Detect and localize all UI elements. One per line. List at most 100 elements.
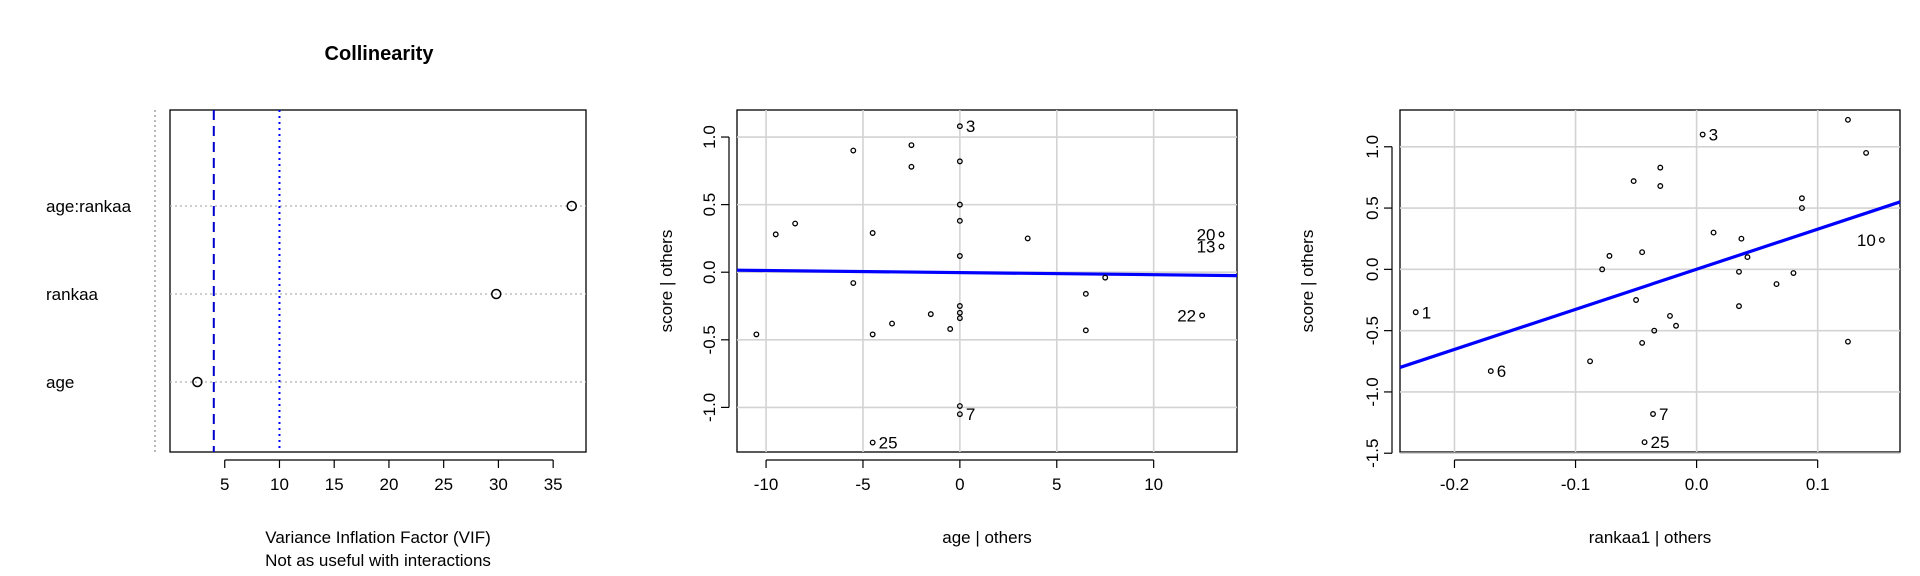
- age-point: [792, 220, 799, 227]
- rankaa-point: [1878, 236, 1885, 243]
- rankaa-x-tick-label: -0.2: [1440, 475, 1469, 494]
- vif-points: [192, 200, 578, 388]
- rankaa-point: [1790, 270, 1797, 276]
- age-grid: [737, 110, 1237, 452]
- vif-xlabel: Variance Inflation Factor (VIF): [265, 528, 491, 547]
- rankaa-point: [1844, 116, 1851, 123]
- rankaa-point: [1699, 131, 1706, 138]
- vif-category-label: rankaa: [46, 285, 99, 304]
- rankaa-ylabel: score | others: [1298, 230, 1317, 333]
- rankaa-point-label: 7: [1659, 405, 1668, 424]
- rankaa-points: 1 6 25 7 3 10: [1412, 116, 1885, 452]
- age-fit-line: [736, 268, 1238, 278]
- vif-category-label: age:rankaa: [46, 197, 132, 216]
- rankaa-point: [1736, 303, 1742, 310]
- vif-x-axis: 5 10 15 20 25 30 35: [220, 459, 563, 494]
- age-point-label: 13: [1197, 238, 1216, 257]
- rankaa-point-label: 1: [1422, 303, 1431, 322]
- age-x-tick-label: -10: [754, 475, 779, 494]
- age-point: [1218, 231, 1225, 238]
- rankaa-regression-line: [1399, 200, 1901, 369]
- age-point: [850, 147, 857, 154]
- rankaa-point: [1651, 327, 1658, 334]
- vif-x-tick-label: 5: [220, 475, 229, 494]
- vif-x-tick-label: 30: [489, 475, 508, 494]
- age-point: [947, 326, 954, 332]
- rankaa-grid: [1400, 110, 1900, 455]
- age-point: [1082, 290, 1089, 297]
- vif-point: [566, 200, 578, 212]
- rankaa-x-tick-label: -0.1: [1561, 475, 1590, 494]
- rankaa-point-label: 3: [1709, 126, 1718, 145]
- age-point: [956, 158, 963, 165]
- rankaa-point: [1606, 252, 1613, 259]
- rankaa-point: [1412, 309, 1419, 316]
- age-x-axis: -10 -5 0 5 10: [754, 459, 1163, 494]
- rankaa-fit-line: [1399, 200, 1901, 369]
- age-point: [956, 309, 963, 316]
- rankaa-point: [1630, 178, 1637, 185]
- rankaa-point: [1798, 195, 1805, 202]
- rankaa-point: [1657, 164, 1664, 171]
- rankaa-y-axis: -1.5 -1.0 -0.5 0.0 0.5 1.0: [1363, 135, 1393, 468]
- vif-grid: [170, 205, 586, 383]
- age-point: [908, 163, 915, 170]
- rankaa-point: [1487, 368, 1494, 375]
- age-point: [772, 231, 779, 238]
- rankaa-x-tick-label: 0.0: [1685, 475, 1709, 494]
- age-point-label: 20: [1197, 225, 1216, 244]
- rankaa-point: [1710, 229, 1717, 236]
- vif-reference-lines: [212, 110, 281, 452]
- age-point: [1199, 312, 1206, 319]
- vif-x-tick-label: 35: [544, 475, 563, 494]
- vif-category-label: age: [46, 373, 74, 392]
- age-point-label: 22: [1177, 306, 1196, 325]
- age-point: [956, 403, 963, 409]
- age-x-tick-label: 5: [1052, 475, 1061, 494]
- vif-x-tick-label: 20: [379, 475, 398, 494]
- age-point: [753, 331, 760, 338]
- rankaa-point-label: 10: [1857, 231, 1876, 250]
- age-point: [956, 123, 963, 130]
- age-point: [956, 303, 963, 309]
- rankaa-y-tick-label: -1.0: [1363, 377, 1382, 406]
- age-point: [908, 142, 915, 149]
- rankaa-point: [1738, 235, 1745, 242]
- rankaa-plot-border: [1399, 109, 1901, 453]
- age-x-tick-label: 10: [1144, 475, 1163, 494]
- age-point: [1218, 243, 1225, 250]
- age-point: [869, 439, 876, 446]
- rankaa-y-tick-label: -1.5: [1363, 439, 1382, 468]
- vif-xlabel-note: Not as useful with interactions: [265, 551, 491, 570]
- age-point: [927, 311, 934, 318]
- vif-plot-border: [169, 109, 587, 453]
- age-regression-line: [736, 268, 1238, 278]
- rankaa-point: [1736, 268, 1742, 275]
- rankaa-y-tick-label: 0.5: [1363, 196, 1382, 220]
- vif-x-tick-label: 25: [434, 475, 453, 494]
- age-point: [1024, 235, 1031, 242]
- vif-point: [192, 376, 203, 388]
- vif-panel: Collinearity age rankaa age:rankaa 5 10 15 20…: [46, 43, 587, 570]
- rankaa-y-tick-label: 0.0: [1363, 258, 1382, 282]
- rankaa-point: [1650, 411, 1656, 417]
- age-y-axis: -1.0 -0.5 0.0 0.5 1.0: [700, 125, 730, 422]
- age-plot-border: [736, 109, 1238, 453]
- age-point: [956, 315, 963, 322]
- age-point-label: 3: [966, 117, 975, 136]
- rankaa-point: [1863, 149, 1870, 156]
- rankaa-point: [1657, 183, 1664, 189]
- rankaa-point: [1744, 254, 1751, 261]
- rankaa-x-tick-label: 0.1: [1806, 475, 1830, 494]
- vif-category-labels: age rankaa age:rankaa: [46, 197, 132, 392]
- age-point: [956, 411, 963, 418]
- age-point: [869, 331, 876, 338]
- rankaa-point: [1639, 339, 1646, 346]
- rankaa-point-label: 25: [1651, 433, 1670, 452]
- vif-x-tick-label: 15: [325, 475, 344, 494]
- vif-title: Collinearity: [325, 43, 435, 65]
- age-y-tick-label: 0.5: [700, 193, 719, 217]
- vif-point: [490, 288, 502, 300]
- rankaa-point: [1798, 205, 1805, 212]
